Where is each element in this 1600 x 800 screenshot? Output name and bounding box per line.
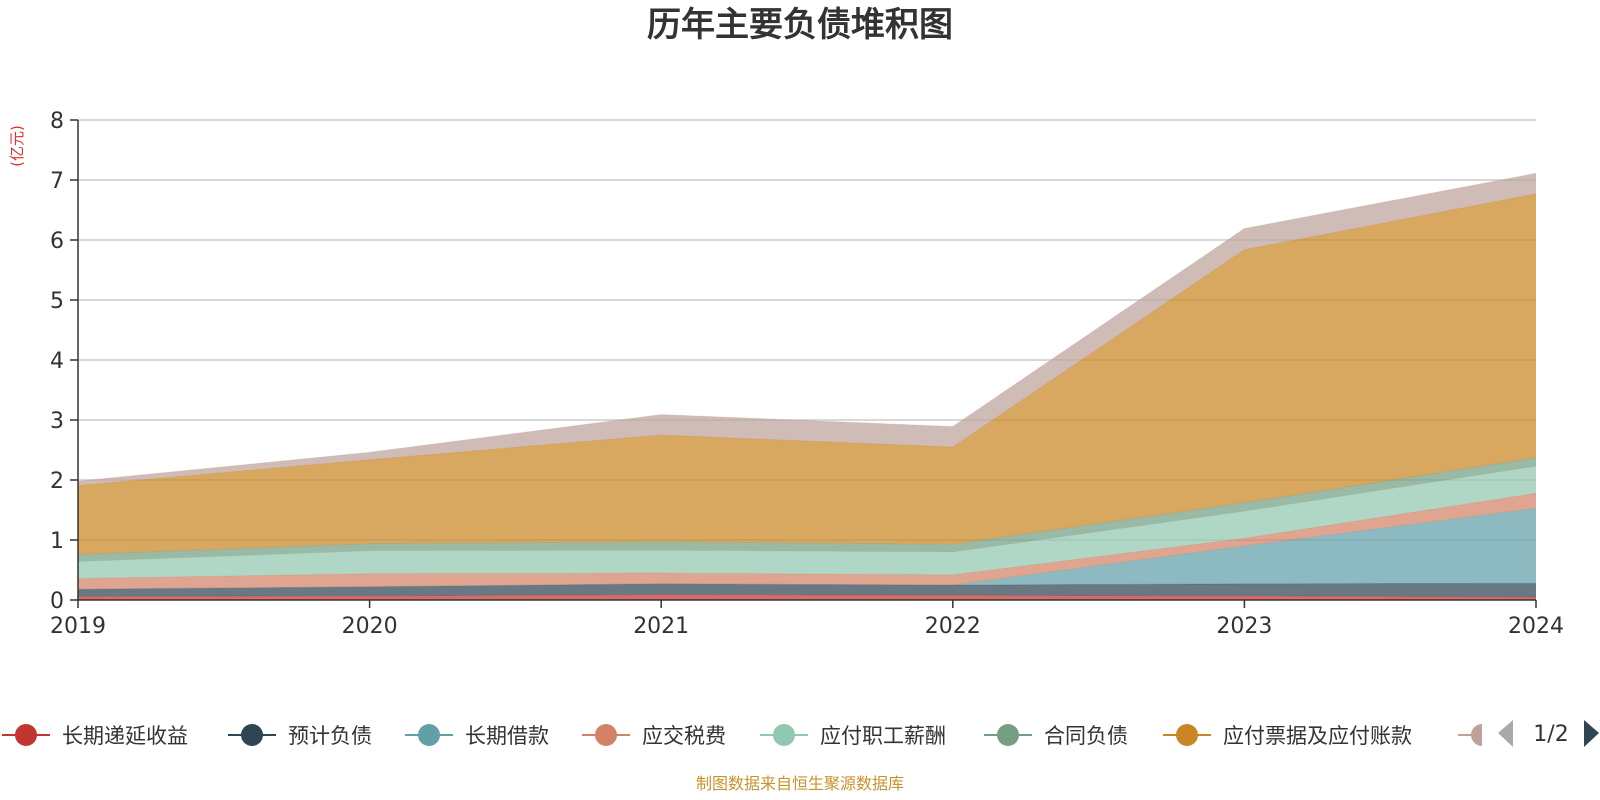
legend-marker — [418, 724, 440, 746]
legend[interactable]: 长期递延收益 预计负债 长期借款 应交税费 应付职工薪酬 合同负债 应付票据及应付账款 — [2, 724, 1482, 748]
legend-item[interactable]: 长期借款 — [405, 724, 549, 748]
legend-marker — [595, 724, 617, 746]
x-tick-label: 2024 — [1508, 614, 1564, 639]
series-line-其他应付款 — [77, 172, 1537, 482]
y-tick-label: 2 — [50, 469, 64, 494]
data-source-note: 制图数据来自恒生聚源数据库 — [696, 774, 904, 793]
legend-item-partial[interactable] — [1458, 724, 1482, 746]
legend-pager[interactable]: 1/2 — [1498, 720, 1599, 747]
y-tick-label: 7 — [50, 169, 64, 194]
legend-label: 应付票据及应付账款 — [1223, 724, 1412, 748]
area-series-应交税费[interactable] — [78, 493, 1536, 590]
y-tick-label: 5 — [50, 289, 64, 314]
area-series-合同负债[interactable] — [78, 457, 1536, 562]
series-line-预计负债 — [77, 582, 1537, 590]
y-axis-unit-label: (亿元) — [8, 125, 26, 167]
pager-next-arrow-icon[interactable] — [1584, 720, 1599, 747]
series-line-长期借款 — [77, 507, 1537, 590]
legend-label: 应付职工薪酬 — [820, 724, 946, 748]
area-series-其他应付款[interactable] — [78, 173, 1536, 486]
legend-marker — [997, 724, 1019, 746]
area-series-应付职工薪酬[interactable] — [78, 466, 1536, 579]
legend-marker — [1176, 724, 1198, 746]
legend-label: 长期递延收益 — [62, 724, 188, 748]
x-tick-label: 2020 — [342, 614, 398, 639]
pager-prev-arrow-icon[interactable] — [1498, 720, 1513, 747]
area-series-预计负债[interactable] — [78, 583, 1536, 597]
legend-label: 长期借款 — [465, 724, 549, 748]
y-tick-label: 3 — [50, 409, 64, 434]
pager-text: 1/2 — [1533, 722, 1568, 747]
legend-item[interactable]: 应付职工薪酬 — [760, 724, 946, 748]
y-tick-label: 0 — [50, 589, 64, 614]
y-tick-label: 1 — [50, 529, 64, 554]
area-series-应付票据及应付账款[interactable] — [78, 193, 1536, 555]
legend-item[interactable]: 应付票据及应付账款 — [1163, 724, 1412, 748]
area-series-长期借款[interactable] — [78, 508, 1536, 590]
x-tick-label: 2021 — [633, 614, 689, 639]
y-tick-label: 4 — [50, 349, 64, 374]
area-series-group[interactable] — [77, 172, 1537, 600]
legend-label: 合同负债 — [1044, 724, 1128, 748]
x-tick-label: 2022 — [925, 614, 981, 639]
legend-item[interactable]: 预计负债 — [228, 724, 372, 748]
x-tick-label: 2023 — [1216, 614, 1272, 639]
axes: 0 1 2 3 4 5 6 7 8 2019 2020 2021 2022 2023 2024 — [50, 109, 1564, 639]
x-tick-label: 2019 — [50, 614, 106, 639]
y-tick-label: 6 — [50, 229, 64, 254]
area-series-长期递延收益[interactable] — [78, 594, 1536, 600]
legend-marker — [15, 724, 37, 746]
legend-label: 预计负债 — [288, 724, 372, 748]
legend-marker — [773, 724, 795, 746]
legend-item[interactable]: 合同负债 — [984, 724, 1128, 748]
y-tick-label: 8 — [50, 109, 64, 134]
series-line-长期递延收益 — [77, 594, 1537, 598]
chart-title: 历年主要负债堆积图 — [647, 5, 953, 45]
legend-label: 应交税费 — [642, 724, 726, 748]
legend-item[interactable]: 长期递延收益 — [2, 724, 188, 748]
legend-marker — [241, 724, 263, 746]
legend-marker — [1471, 724, 1482, 746]
legend-item[interactable]: 应交税费 — [582, 724, 726, 748]
